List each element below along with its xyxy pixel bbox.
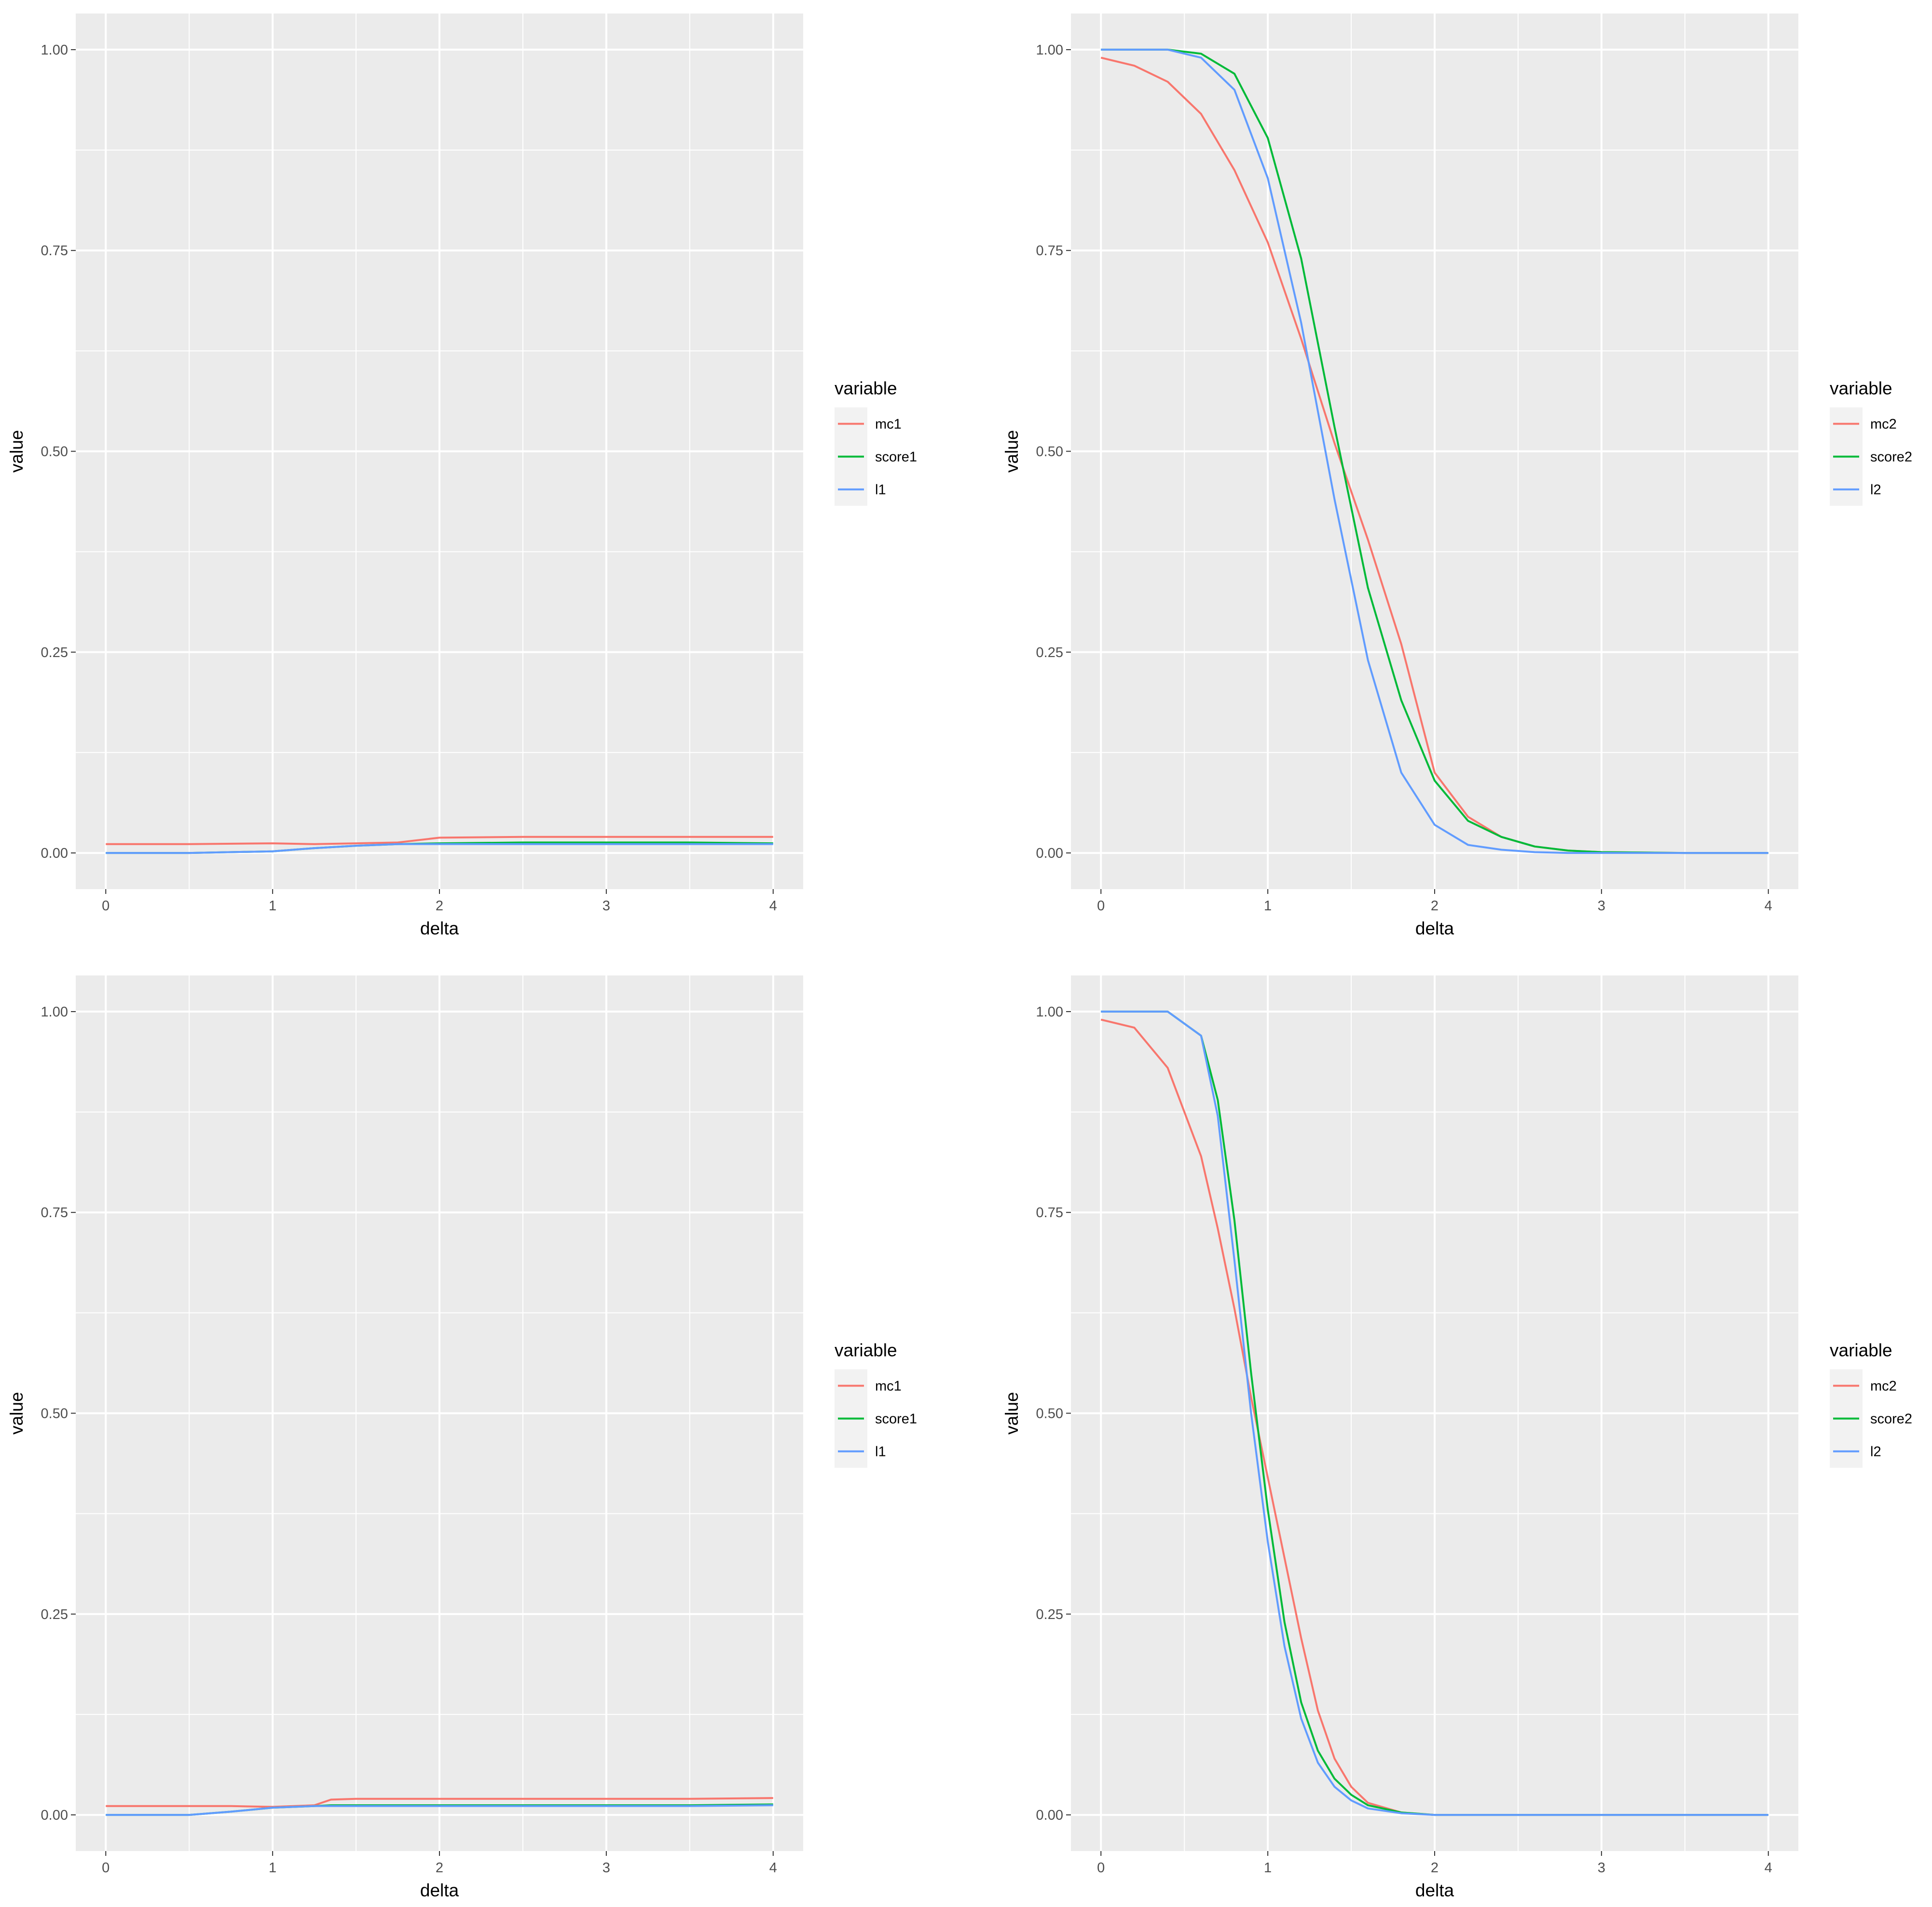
y-tick-label: 0.50 bbox=[1036, 444, 1063, 460]
x-tick-label: 0 bbox=[1097, 898, 1105, 914]
x-axis-title: delta bbox=[420, 1880, 459, 1900]
legend: variable mc1 score1 l1 bbox=[835, 379, 917, 506]
legend-label-l1: l1 bbox=[875, 1444, 886, 1460]
series-line-mc1 bbox=[106, 1797, 773, 1808]
x-axis-title: delta bbox=[420, 919, 459, 938]
x-axis-title: delta bbox=[1415, 1880, 1454, 1900]
legend-label-mc1: mc1 bbox=[875, 417, 902, 432]
legend-title: variable bbox=[835, 1341, 897, 1360]
legend-label-l2: l2 bbox=[1870, 1444, 1881, 1460]
x-tick-label: 4 bbox=[769, 1860, 777, 1876]
y-tick-label: 0.25 bbox=[41, 1607, 68, 1622]
x-tick-label: 4 bbox=[1765, 1860, 1772, 1876]
series-line-l2 bbox=[1101, 48, 1768, 854]
legend: variable mc2 score2 l2 bbox=[1830, 379, 1912, 506]
series-line-l1 bbox=[106, 843, 773, 854]
legend: variable mc2 score2 l2 bbox=[1830, 1341, 1912, 1468]
y-tick-label: 0.50 bbox=[41, 1406, 68, 1422]
y-tick-label: 0.25 bbox=[1036, 645, 1063, 660]
y-tick-label: 1.00 bbox=[41, 1004, 68, 1020]
y-tick-label: 1.00 bbox=[41, 42, 68, 58]
y-tick-label: 0.75 bbox=[1036, 243, 1063, 259]
y-tick-label: 1.00 bbox=[1036, 42, 1063, 58]
x-tick-label: 2 bbox=[1431, 898, 1439, 914]
x-tick-label: 2 bbox=[436, 1860, 443, 1876]
y-tick-label: 0.00 bbox=[41, 1808, 68, 1823]
y-tick-label: 0.00 bbox=[41, 846, 68, 861]
y-tick-label: 0.75 bbox=[41, 243, 68, 259]
x-tick-label: 2 bbox=[436, 898, 443, 914]
x-tick-label: 2 bbox=[1431, 1860, 1439, 1876]
x-tick-label: 4 bbox=[769, 898, 777, 914]
legend-label-score1: score1 bbox=[875, 1412, 917, 1427]
legend: variable mc1 score1 l1 bbox=[835, 1341, 917, 1468]
x-tick-label: 3 bbox=[603, 898, 610, 914]
series-line-mc1 bbox=[106, 836, 773, 845]
y-axis-title: value bbox=[1002, 430, 1022, 472]
x-tick-label: 0 bbox=[102, 898, 110, 914]
y-tick-label: 0.25 bbox=[1036, 1607, 1063, 1622]
x-tick-label: 0 bbox=[1097, 1860, 1105, 1876]
x-tick-label: 1 bbox=[1264, 898, 1272, 914]
legend-label-l1: l1 bbox=[875, 482, 886, 498]
x-tick-label: 1 bbox=[1264, 1860, 1272, 1876]
x-tick-label: 1 bbox=[269, 1860, 276, 1876]
legend-label-mc1: mc1 bbox=[875, 1379, 902, 1394]
y-axis-title: value bbox=[7, 430, 27, 472]
series-line-score2 bbox=[1101, 48, 1768, 854]
chart-panel-top-left: 0 1 2 3 4 0.00 0.25 0.50 0.75 1.00 delta value varia… bbox=[7, 14, 917, 938]
legend-title: variable bbox=[1830, 1341, 1892, 1360]
legend-label-score2: score2 bbox=[1870, 450, 1912, 465]
x-tick-label: 4 bbox=[1765, 898, 1772, 914]
legend-title: variable bbox=[1830, 379, 1892, 398]
x-tick-label: 3 bbox=[1598, 898, 1605, 914]
y-tick-label: 1.00 bbox=[1036, 1004, 1063, 1020]
y-tick-label: 0.75 bbox=[41, 1205, 68, 1221]
y-axis-title: value bbox=[7, 1392, 27, 1434]
legend-label-score2: score2 bbox=[1870, 1412, 1912, 1427]
x-tick-label: 3 bbox=[603, 1860, 610, 1876]
series-line-l1 bbox=[106, 1804, 773, 1816]
y-tick-label: 0.50 bbox=[1036, 1406, 1063, 1422]
legend-title: variable bbox=[835, 379, 897, 398]
x-axis-title: delta bbox=[1415, 919, 1454, 938]
chart-panel-bottom-right: 0 1 2 3 4 0.00 0.25 0.50 0.75 1.00 delta value varia… bbox=[1002, 975, 1912, 1900]
y-tick-label: 0.00 bbox=[1036, 1808, 1063, 1823]
legend-label-l2: l2 bbox=[1870, 482, 1881, 498]
legend-label-score1: score1 bbox=[875, 450, 917, 465]
chart-panel-bottom-left: 0 1 2 3 4 0.00 0.25 0.50 0.75 1.00 delta value varia… bbox=[7, 975, 917, 1900]
legend-label-mc2: mc2 bbox=[1870, 1379, 1897, 1394]
series-line-l2 bbox=[1101, 1010, 1768, 1816]
y-tick-label: 0.25 bbox=[41, 645, 68, 660]
x-tick-label: 3 bbox=[1598, 1860, 1605, 1876]
legend-label-mc2: mc2 bbox=[1870, 417, 1897, 432]
y-axis-title: value bbox=[1002, 1392, 1022, 1434]
x-tick-label: 1 bbox=[269, 898, 276, 914]
y-tick-label: 0.50 bbox=[41, 444, 68, 460]
y-tick-label: 0.00 bbox=[1036, 846, 1063, 861]
chart-panel-top-right: 0 1 2 3 4 0.00 0.25 0.50 0.75 1.00 delta value varia… bbox=[1002, 14, 1912, 938]
x-tick-label: 0 bbox=[102, 1860, 110, 1876]
y-tick-label: 0.75 bbox=[1036, 1205, 1063, 1221]
